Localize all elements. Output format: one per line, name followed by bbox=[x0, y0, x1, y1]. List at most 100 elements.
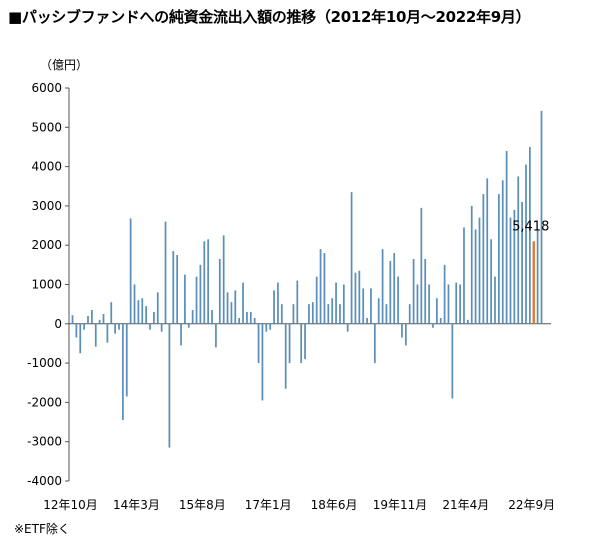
bar bbox=[362, 288, 365, 324]
y-tick-label: 6000 bbox=[31, 81, 62, 95]
bar bbox=[447, 284, 450, 324]
bar bbox=[408, 304, 411, 324]
bar bbox=[397, 276, 399, 324]
bar bbox=[319, 249, 322, 324]
chart-title: ■パッシブファンドへの純資金流出入額の推移（2012年10月～2022年9月） bbox=[8, 8, 531, 26]
bar bbox=[145, 306, 148, 324]
x-tick-label: 14年3月 bbox=[113, 498, 160, 512]
y-tick-label: 3000 bbox=[31, 199, 62, 213]
bar bbox=[536, 229, 539, 324]
y-tick-label: 0 bbox=[54, 317, 62, 331]
bar bbox=[234, 290, 237, 324]
bar bbox=[505, 150, 508, 324]
bar bbox=[118, 323, 120, 330]
bar bbox=[273, 290, 275, 324]
highlight-value-label: 5,418 bbox=[512, 219, 549, 234]
bar bbox=[525, 164, 527, 324]
bar bbox=[98, 319, 101, 324]
bar bbox=[339, 304, 341, 324]
bar bbox=[327, 304, 330, 324]
bar bbox=[532, 241, 535, 324]
bar bbox=[238, 317, 241, 324]
bar bbox=[389, 260, 392, 324]
bar bbox=[424, 258, 427, 324]
x-tick-label: 18年6月 bbox=[311, 498, 358, 512]
bar bbox=[370, 288, 372, 324]
bar bbox=[246, 312, 248, 324]
bar bbox=[482, 194, 485, 324]
bar bbox=[466, 319, 469, 324]
bar bbox=[164, 221, 167, 324]
bar bbox=[311, 302, 314, 324]
bar bbox=[141, 298, 144, 324]
y-tick-label: -1000 bbox=[27, 356, 62, 370]
bar bbox=[195, 276, 198, 324]
bar bbox=[517, 176, 520, 324]
bar bbox=[478, 217, 481, 324]
bar bbox=[203, 241, 206, 324]
bar bbox=[432, 323, 434, 328]
bar bbox=[215, 323, 217, 348]
bar bbox=[494, 276, 496, 324]
bar bbox=[474, 229, 477, 324]
bar bbox=[187, 323, 190, 328]
bar bbox=[137, 300, 140, 324]
bar bbox=[83, 323, 86, 330]
bar bbox=[331, 298, 334, 324]
bar bbox=[455, 282, 458, 324]
bar bbox=[486, 178, 489, 324]
x-tick-label: 19年11月 bbox=[373, 498, 428, 512]
bar bbox=[122, 323, 124, 421]
bar bbox=[385, 304, 388, 324]
bar bbox=[513, 209, 516, 324]
bar bbox=[292, 304, 295, 324]
x-tick-label: 21年4月 bbox=[442, 498, 489, 512]
bar bbox=[168, 323, 171, 448]
bar bbox=[350, 192, 353, 324]
bar bbox=[180, 323, 182, 346]
bar bbox=[106, 323, 109, 343]
bar bbox=[346, 323, 349, 332]
bar bbox=[381, 249, 384, 324]
bar bbox=[342, 284, 345, 324]
bar bbox=[102, 313, 105, 324]
bar bbox=[315, 276, 318, 324]
bar bbox=[242, 282, 244, 324]
bar bbox=[176, 255, 179, 324]
bar bbox=[199, 264, 202, 324]
bar bbox=[308, 304, 310, 324]
bar bbox=[540, 110, 543, 324]
bar bbox=[358, 270, 361, 324]
bar bbox=[75, 323, 78, 338]
bar bbox=[463, 227, 465, 324]
bar bbox=[288, 323, 291, 364]
bar bbox=[265, 323, 268, 332]
bar bbox=[528, 146, 531, 324]
bar bbox=[160, 323, 163, 332]
x-tick-label: 15年8月 bbox=[179, 498, 226, 512]
bar bbox=[501, 180, 504, 324]
bar bbox=[125, 323, 128, 397]
bar bbox=[222, 235, 225, 324]
bar bbox=[521, 201, 523, 324]
bar bbox=[91, 310, 93, 324]
bar bbox=[269, 323, 272, 330]
y-tick-label: 5000 bbox=[31, 120, 62, 134]
bar bbox=[207, 239, 210, 324]
bar bbox=[184, 274, 186, 324]
bar bbox=[420, 207, 423, 324]
bar bbox=[94, 323, 97, 347]
bar bbox=[416, 284, 419, 324]
bar bbox=[172, 251, 175, 324]
bar bbox=[323, 253, 326, 324]
bar bbox=[261, 323, 264, 401]
y-tick-label: -2000 bbox=[27, 395, 62, 409]
bar bbox=[257, 323, 260, 364]
bar bbox=[459, 284, 461, 324]
bar bbox=[133, 284, 136, 324]
y-tick-label: 4000 bbox=[31, 160, 62, 174]
bar bbox=[284, 323, 287, 389]
y-tick-label: -4000 bbox=[27, 474, 62, 488]
bar bbox=[71, 315, 74, 324]
